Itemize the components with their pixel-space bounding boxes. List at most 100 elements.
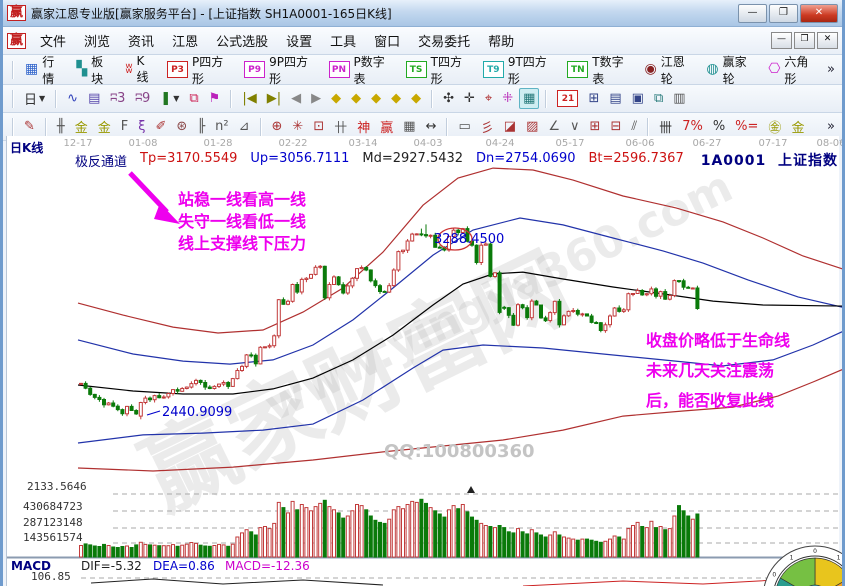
board-icon[interactable]: ▤ (84, 88, 104, 109)
bow-icon[interactable]: ξ (134, 116, 149, 137)
grid-icon[interactable]: ⊞ (586, 116, 605, 137)
t-number-button[interactable]: TN T数字表 (561, 50, 638, 90)
diamond-tool-5: ◆ (411, 91, 422, 106)
crosshair-icon[interactable]: ✛ (460, 88, 479, 109)
mdi-minimize-button[interactable]: — (771, 32, 792, 49)
menu-item-交易委托[interactable]: 交易委托 (418, 35, 471, 50)
gold-line-icon[interactable]: 金 (787, 114, 808, 139)
menu-item-窗口[interactable]: 窗口 (374, 35, 401, 50)
prev-page-icon[interactable]: ◀ (287, 88, 305, 109)
fan-filled-icon[interactable]: ◪ (500, 116, 520, 137)
grid-2-icon[interactable]: ⊟ (606, 116, 625, 137)
square-target-icon[interactable]: ⊡ (309, 116, 328, 137)
mdi-restore-button[interactable]: ❐ (794, 32, 815, 49)
n2-icon[interactable]: n² (211, 116, 232, 137)
maximize-button[interactable]: ❐ (769, 3, 798, 23)
candle-type-icon[interactable]: ❚ ▼ (156, 88, 183, 109)
t9-square-button[interactable]: T9 9T四方形 (477, 50, 561, 90)
fan-icon[interactable]: 彡 (477, 114, 498, 139)
ruler-lines-icon[interactable]: ╟ (193, 116, 209, 137)
calendar-icon[interactable]: 21 (553, 87, 582, 110)
menu-item-文件[interactable]: 文件 (40, 35, 67, 50)
gold-grid-2-icon[interactable]: 金 (94, 114, 115, 139)
menu-item-设置[interactable]: 设置 (286, 35, 313, 50)
percent-icon[interactable]: % (709, 116, 729, 137)
p-number-button[interactable]: PN P数字表 (323, 50, 400, 90)
menu-item-公式选股[interactable]: 公式选股 (216, 35, 269, 50)
menu-item-工具[interactable]: 工具 (330, 35, 357, 50)
ruler-grid-icon[interactable]: ▦ (399, 116, 419, 137)
brush-icon[interactable]: ✎ (20, 116, 39, 137)
save-icon[interactable]: ▣ (628, 88, 648, 109)
p9-square-button[interactable]: P9 9P四方形 (238, 50, 322, 90)
minimize-button[interactable]: — (738, 3, 767, 23)
period-selector-dropdown[interactable]: ▼ (39, 94, 46, 103)
menu-item-帮助[interactable]: 帮助 (488, 35, 515, 50)
box-tool-icon[interactable]: ▭ (454, 116, 474, 137)
network-icon[interactable]: ⧉ (650, 88, 667, 109)
kline-button[interactable]: ʬ K线 (119, 51, 161, 88)
hand-icon[interactable]: ✣ (439, 88, 458, 109)
gold-circle-icon[interactable]: ㊎ (764, 114, 785, 139)
diamond-tool-3[interactable]: ◆ (367, 88, 385, 109)
pointer-icon[interactable]: ⌖ (481, 88, 496, 109)
diamond-tool-2[interactable]: ◆ (347, 88, 365, 109)
diamond-tool-1: ◆ (331, 91, 342, 106)
toolbar-main-overflow[interactable]: » (827, 62, 835, 77)
p-square-button[interactable]: P3 P四方形 (161, 50, 238, 90)
line-chart-icon[interactable]: ∿ (63, 88, 82, 109)
first-page-icon[interactable]: |◀ (238, 88, 260, 109)
quotes-button[interactable]: ▦ 行情 (19, 50, 70, 90)
gift-icon[interactable]: ⁜ (498, 88, 517, 109)
width-ruler-icon[interactable]: ↔ (422, 116, 441, 137)
next-page-icon[interactable]: ▶ (307, 88, 325, 109)
wheel-icon[interactable]: ⊛ (172, 116, 191, 137)
parallel-icon[interactable]: ⫽ (627, 116, 641, 137)
calculator-icon[interactable]: ⊞ (584, 88, 603, 109)
hexagon-button[interactable]: ⎔ 六角形 (762, 50, 824, 90)
starburst-icon[interactable]: ✳ (288, 116, 307, 137)
percent-line-icon[interactable]: %= (731, 116, 762, 137)
diamond-tool-5[interactable]: ◆ (407, 88, 425, 109)
notes-icon[interactable]: ▤ (605, 88, 625, 109)
mark-icon[interactable]: 卄 (330, 114, 351, 139)
gradient-flag-icon[interactable]: ⚑ (205, 88, 225, 109)
bars-9-icon[interactable]: ʭ9 (131, 88, 154, 109)
gann-target-icon[interactable]: ⊕ (268, 116, 287, 137)
diamond-tool-1[interactable]: ◆ (327, 88, 345, 109)
toolbar-separator (44, 117, 47, 136)
hash-lines-icon[interactable]: ╫ (53, 116, 69, 137)
pattern-icon[interactable]: ⧉ (185, 88, 202, 109)
win-grid-icon[interactable]: 赢 (376, 114, 397, 139)
box-tool-icon: ▭ (458, 119, 471, 134)
close-button[interactable]: ✕ (800, 3, 838, 23)
column-chart-icon[interactable]: 卌 (655, 114, 676, 139)
menu-item-浏览[interactable]: 浏览 (84, 35, 111, 50)
candle-type-icon-dropdown[interactable]: ▼ (173, 94, 180, 103)
percent-7-icon[interactable]: 7% (678, 116, 707, 137)
angle-lines-icon[interactable]: ∠ (544, 116, 564, 137)
winner-wheel-button[interactable]: ◍ 赢家轮 (700, 50, 762, 90)
toolbar-draw-overflow[interactable]: » (827, 119, 835, 134)
v-lines-icon[interactable]: ∨ (566, 116, 584, 137)
f-grid-icon[interactable]: F (117, 116, 132, 137)
menu-item-江恩[interactable]: 江恩 (172, 35, 199, 50)
puzzle-icon[interactable]: ▦ (519, 88, 540, 109)
menu-item-资讯[interactable]: 资讯 (128, 35, 155, 50)
pen-icon[interactable]: ✐ (152, 116, 171, 137)
gann-wheel-button[interactable]: ◉ 江恩轮 (639, 50, 701, 90)
shen-grid-icon[interactable]: 神 (353, 114, 374, 139)
chart-canvas[interactable]: 赢家财富网 www.yingjia360.com (6, 136, 839, 586)
diamond-tool-4[interactable]: ◆ (387, 88, 405, 109)
bars-3-icon[interactable]: ʭ3 (106, 88, 129, 109)
last-page-icon[interactable]: ▶| (263, 88, 285, 109)
angle-lines-icon: ∠ (548, 119, 561, 134)
gold-grid-icon[interactable]: 金 (71, 114, 92, 139)
t-square-button[interactable]: TS T四方形 (400, 50, 477, 90)
fan-grid-icon[interactable]: ▨ (522, 116, 542, 137)
angle-icon[interactable]: ⊿ (235, 116, 254, 137)
period-selector[interactable]: 日 ▼ (20, 86, 49, 111)
printer-icon[interactable]: ▥ (669, 88, 689, 109)
sectors-button[interactable]: ▚ 板块 (70, 50, 119, 90)
mdi-close-button[interactable]: ✕ (817, 32, 838, 49)
